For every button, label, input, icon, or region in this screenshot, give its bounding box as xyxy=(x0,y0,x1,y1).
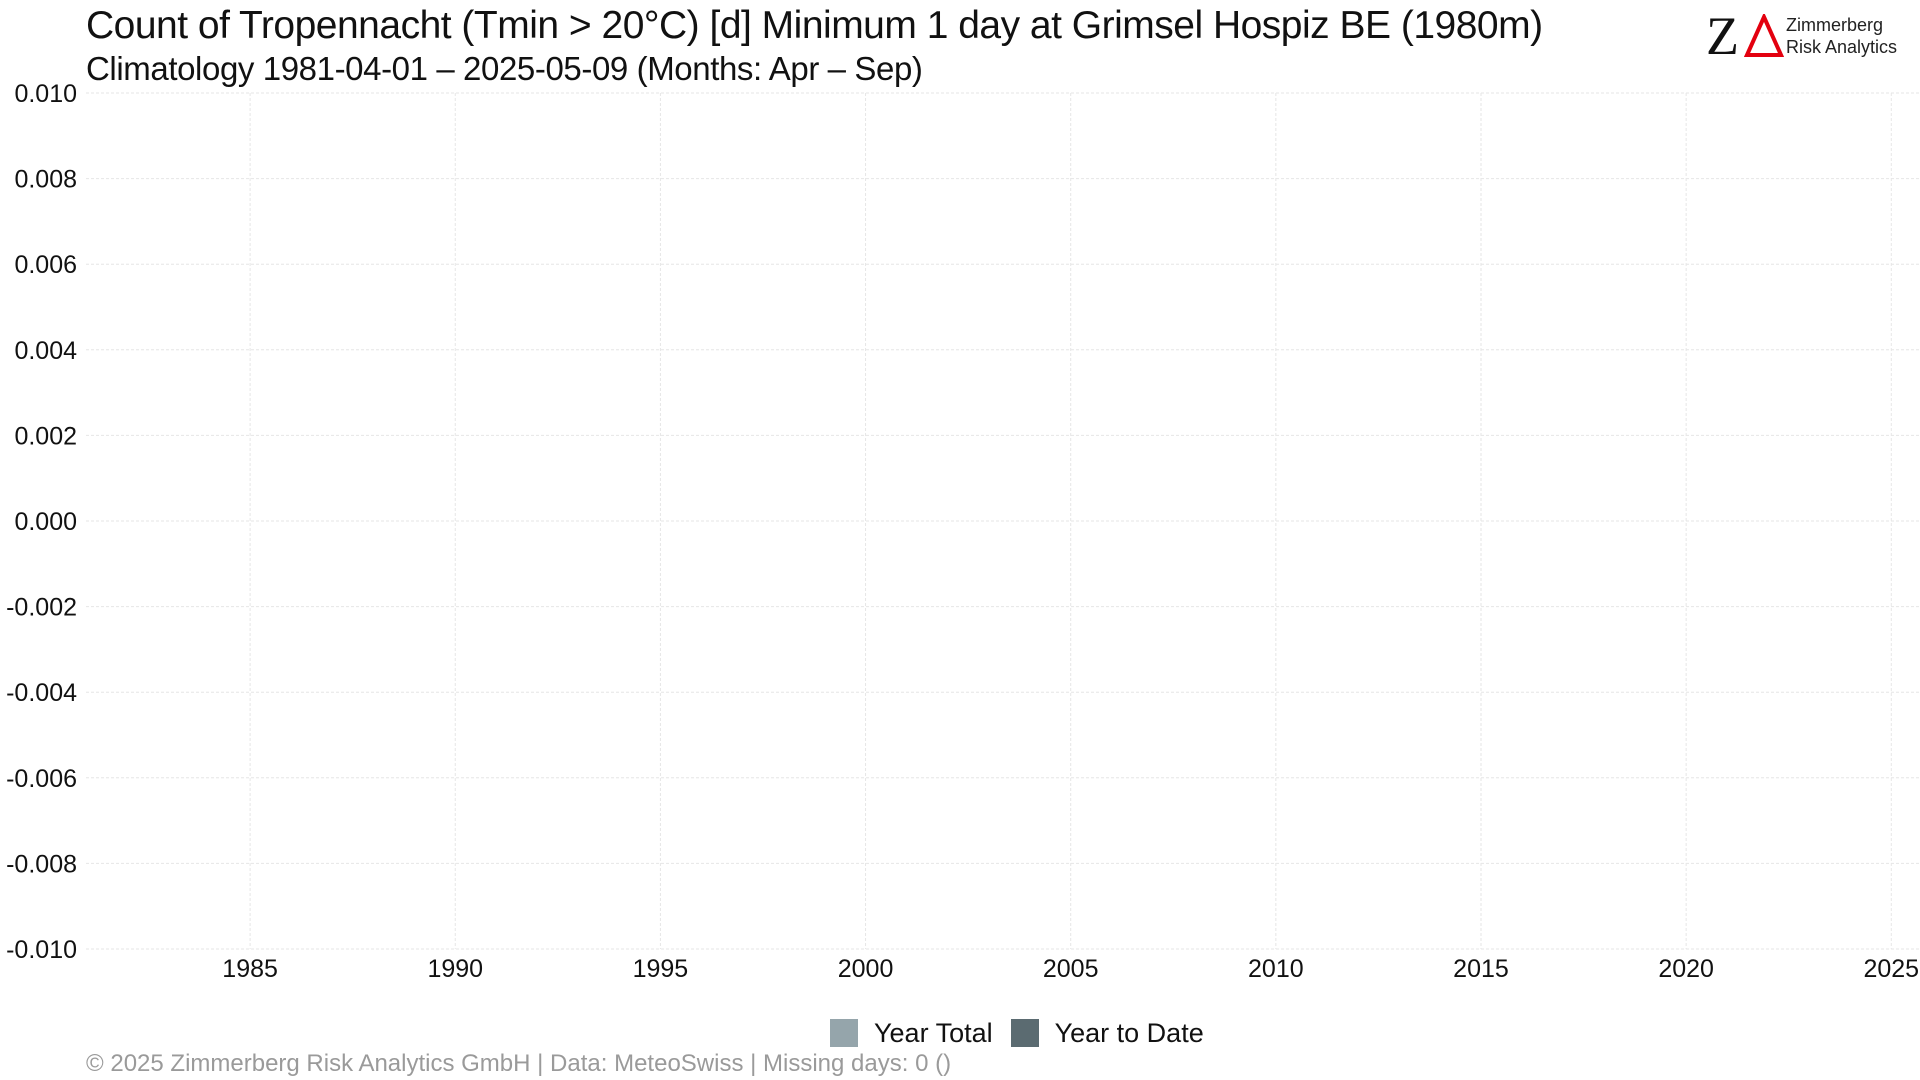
grid-vertical xyxy=(249,93,1892,949)
x-tick-label: 2020 xyxy=(1658,955,1714,983)
x-axis-labels: 1985 1990 1995 2000 2005 2010 2015 2020 2025 xyxy=(222,955,1919,983)
y-axis-labels: -0.010 -0.008 -0.006 -0.004 -0.002 0.000 0.002… xyxy=(6,80,77,964)
y-tick-label: 0.002 xyxy=(14,422,77,450)
chart-subtitle: Climatology 1981-04-01 – 2025-05-09 (Mon… xyxy=(86,50,923,87)
legend-swatch-year-to-date xyxy=(1010,1019,1039,1047)
legend-swatch-year-total xyxy=(830,1019,858,1047)
logo-text: Zimmerberg Risk Analytics xyxy=(1786,14,1897,58)
chart-title: Count of Tropennacht (Tmin > 20°C) [d] M… xyxy=(86,4,1543,47)
y-tick-label: 0.006 xyxy=(14,251,77,279)
y-tick-label: 0.010 xyxy=(14,80,77,108)
logo-mark-letter: Z xyxy=(1706,6,1739,66)
logo-delta-icon xyxy=(1744,14,1784,57)
x-tick-label: 2015 xyxy=(1453,955,1509,983)
y-tick-label: -0.002 xyxy=(6,594,77,622)
y-tick-label: -0.004 xyxy=(6,679,77,707)
x-tick-label: 1995 xyxy=(633,955,689,983)
y-tick-label: -0.006 xyxy=(6,765,77,793)
x-tick-label: 2025 xyxy=(1863,955,1919,983)
y-tick-label: 0.004 xyxy=(14,337,77,365)
company-logo: Z Zimmerberg Risk Analytics xyxy=(1706,6,1902,66)
footer-credit: © 2025 Zimmerberg Risk Analytics GmbH | … xyxy=(86,1050,952,1077)
y-tick-label: 0.000 xyxy=(14,508,77,536)
chart-plot: -0.010 -0.008 -0.006 -0.004 -0.002 0.000 0.002… xyxy=(6,80,1920,983)
x-tick-label: 2005 xyxy=(1043,955,1099,983)
x-tick-label: 1990 xyxy=(427,955,483,983)
legend: Year Total Year to Date xyxy=(830,1016,1222,1050)
x-tick-label: 2000 xyxy=(838,955,894,983)
x-tick-label: 1985 xyxy=(222,955,278,983)
legend-label-year-to-date: Year to Date xyxy=(1054,1017,1204,1048)
y-tick-label: -0.010 xyxy=(6,936,77,964)
legend-item-year-to-date: Year to Date xyxy=(1010,1017,1204,1049)
logo-line-2: Risk Analytics xyxy=(1786,37,1898,57)
y-tick-label: -0.008 xyxy=(6,850,77,878)
x-tick-label: 2010 xyxy=(1248,955,1304,983)
y-tick-label: 0.008 xyxy=(14,166,77,194)
legend-item-year-total: Year Total xyxy=(830,1018,993,1049)
logo-line-1: Zimmerberg xyxy=(1786,15,1884,35)
legend-label-year-total: Year Total xyxy=(874,1017,993,1048)
grid-horizontal xyxy=(86,92,1920,950)
